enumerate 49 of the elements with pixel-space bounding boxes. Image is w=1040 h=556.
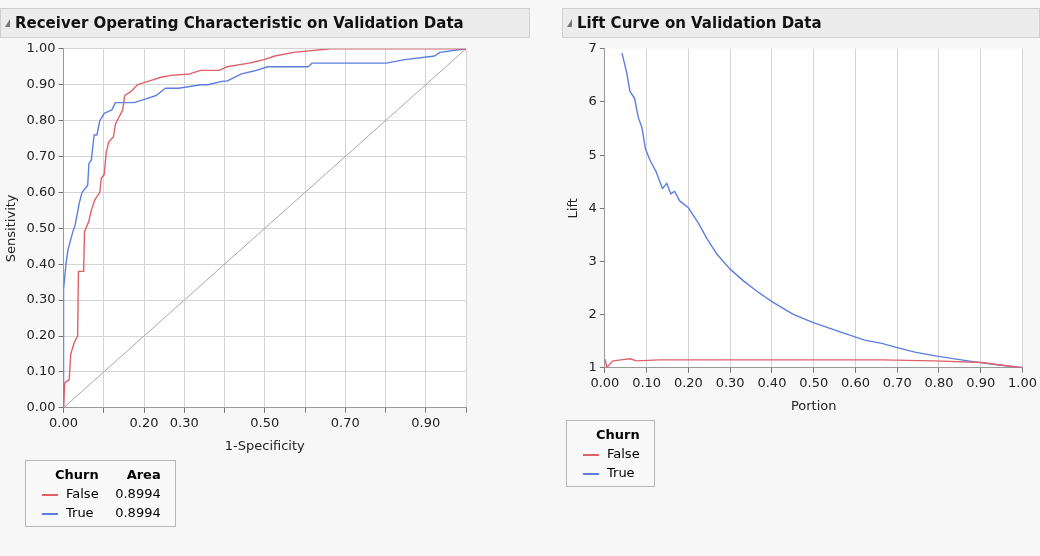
x-axis-title: 1-Specificity (224, 437, 306, 453)
x-tick-label: 0.70 (882, 374, 912, 390)
legend-label: True (606, 464, 636, 482)
text: 0.8994 (114, 485, 162, 503)
x-tick-label: 0.90 (966, 374, 996, 390)
y-tick-label: 0.80 (26, 111, 56, 127)
legend-label: False (65, 485, 100, 503)
y-tick-label: 0.90 (26, 76, 56, 92)
legend-title: Churn (53, 466, 100, 484)
y-axis-title: Lift (565, 198, 581, 219)
x-tick-label: 0.30 (169, 414, 199, 430)
y-tick-label: 0.20 (26, 327, 56, 343)
y-axis-title: Sensitivity (3, 194, 19, 263)
legend-label: True (65, 504, 95, 522)
y-tick-label: 0.10 (26, 363, 56, 379)
y-tick-label: 5 (588, 146, 597, 162)
legend-title: Churn (594, 426, 641, 444)
y-tick-label: 0.70 (26, 147, 56, 163)
y-tick-label: 1 (588, 359, 597, 375)
x-tick-label: 0.50 (799, 374, 829, 390)
y-tick-label: 0.30 (26, 291, 56, 307)
y-tick-label: 0.00 (26, 399, 56, 415)
text: Area (125, 466, 162, 484)
y-tick-label: 0.40 (26, 255, 56, 271)
x-tick-label: 0.80 (924, 374, 954, 390)
y-tick-label: 0.50 (26, 219, 56, 235)
y-tick-label: 1.00 (26, 40, 56, 56)
x-tick-label: 0.30 (715, 374, 745, 390)
x-tick-label: 0.60 (840, 374, 870, 390)
x-tick-label: 1.00 (1008, 374, 1037, 390)
y-tick-label: 7 (588, 40, 597, 56)
y-tick-label: 2 (588, 306, 597, 322)
x-tick-label: 0.70 (330, 414, 360, 430)
y-tick-label: 0.60 (26, 183, 56, 199)
x-axis-title: Portion (790, 397, 837, 413)
x-tick-label: 0.90 (411, 414, 441, 430)
x-tick-label: 0.20 (129, 414, 159, 430)
x-tick-label: 0.20 (673, 374, 703, 390)
y-tick-label: 4 (588, 199, 597, 215)
x-tick-label: 0.50 (250, 414, 280, 430)
text: 0.8994 (114, 504, 162, 522)
y-tick-label: 3 (588, 252, 597, 268)
chart-title: Receiver Operating Characteristic on Validation Data (15, 14, 464, 32)
y-tick-label: 6 (588, 93, 597, 109)
chart-title: Lift Curve on Validation Data (577, 14, 822, 32)
x-tick-label: 0.00 (49, 414, 79, 430)
legend-label: False (606, 445, 641, 463)
x-tick-label: 0.10 (632, 374, 662, 390)
x-tick-label: 0.40 (757, 374, 787, 390)
